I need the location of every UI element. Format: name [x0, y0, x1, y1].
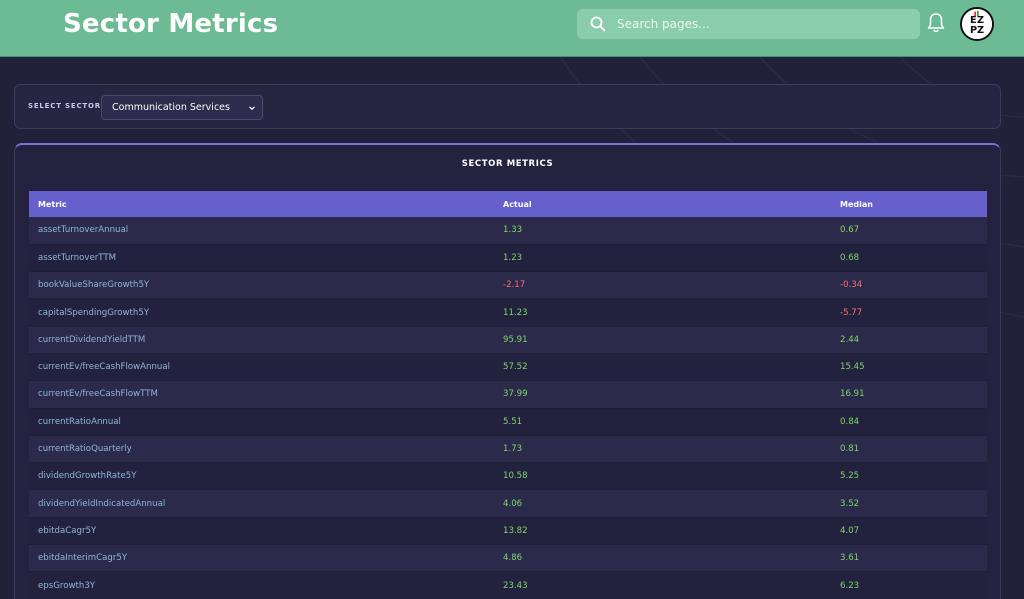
- median-cell: 0.81: [831, 435, 987, 464]
- svg-text:P: P: [970, 25, 977, 36]
- median-cell: 6.23: [831, 571, 987, 599]
- table-row: bookValueShareGrowth5Y -2.17 -0.34: [29, 271, 987, 300]
- ezpz-logo: E Z P Z: [962, 9, 992, 39]
- page-title: Sector Metrics: [63, 9, 279, 39]
- table-row: ebitdaCagr5Y 13.82 4.07: [29, 517, 987, 546]
- panel-title: SECTOR METRICS: [461, 159, 554, 169]
- svg-text:Z: Z: [977, 25, 984, 36]
- avatar[interactable]: E Z P Z: [960, 7, 994, 41]
- table-row: currentRatioAnnual 5.51 0.84: [29, 408, 987, 436]
- metric-cell: currentRatioQuarterly: [29, 435, 494, 464]
- metric-cell: dividendGrowthRate5Y: [29, 462, 494, 491]
- median-cell: 2.44: [831, 326, 987, 354]
- table-row: currentEv/freeCashFlowAnnual 57.52 15.45: [29, 353, 987, 382]
- actual-cell: 1.73: [494, 435, 831, 464]
- median-cell: 4.07: [831, 517, 987, 546]
- median-cell: 0.68: [831, 244, 987, 273]
- sector-dropdown[interactable]: Communication Services: [101, 95, 263, 120]
- chevron-down-icon: [249, 106, 255, 111]
- search-bar[interactable]: [577, 9, 920, 39]
- table-row: dividendGrowthRate5Y 10.58 5.25: [29, 462, 987, 491]
- svg-text:Z: Z: [977, 15, 984, 26]
- bell-icon[interactable]: [926, 12, 946, 34]
- median-cell: 0.84: [831, 408, 987, 436]
- column-header-metric: Metric: [29, 191, 494, 217]
- median-cell: 15.45: [831, 353, 987, 382]
- table-row: currentDividendYieldTTM 95.91 2.44: [29, 326, 987, 354]
- actual-cell: 4.86: [494, 544, 831, 573]
- table-header-row: Metric Actual Median: [29, 191, 987, 217]
- metric-cell: assetTurnoverTTM: [29, 244, 494, 273]
- metric-cell: ebitdaCagr5Y: [29, 517, 494, 546]
- metric-cell: epsGrowth3Y: [29, 571, 494, 599]
- actual-cell: 23.43: [494, 571, 831, 599]
- median-cell: 3.52: [831, 489, 987, 518]
- column-header-actual: Actual: [494, 191, 831, 217]
- table-row: capitalSpendingGrowth5Y 11.23 -5.77: [29, 298, 987, 327]
- top-bar: Sector Metrics E Z P Z: [0, 0, 1024, 57]
- table-row: currentEv/freeCashFlowTTM 37.99 16.91: [29, 380, 987, 409]
- median-cell: 0.67: [831, 217, 987, 245]
- table-row: dividendYieldIndicatedAnnual 4.06 3.52: [29, 489, 987, 518]
- select-sector-label: SELECT SECTOR: [28, 102, 101, 110]
- table-row: epsGrowth3Y 23.43 6.23: [29, 571, 987, 599]
- median-cell: 16.91: [831, 380, 987, 409]
- sector-selector-panel: SELECT SECTOR Communication Services: [14, 84, 1001, 129]
- sector-dropdown-value: Communication Services: [112, 102, 230, 113]
- metric-cell: capitalSpendingGrowth5Y: [29, 298, 494, 327]
- actual-cell: 13.82: [494, 517, 831, 546]
- actual-cell: 1.23: [494, 244, 831, 273]
- metric-cell: currentDividendYieldTTM: [29, 326, 494, 354]
- search-input[interactable]: [617, 9, 912, 39]
- table-row: assetTurnoverAnnual 1.33 0.67: [29, 217, 987, 245]
- metrics-table: Metric Actual Median assetTurnoverAnnual…: [29, 191, 987, 599]
- actual-cell: 1.33: [494, 217, 831, 245]
- sector-metrics-panel: SECTOR METRICS Metric Actual Median asse…: [14, 143, 1001, 599]
- median-cell: 5.25: [831, 462, 987, 491]
- metric-cell: currentEv/freeCashFlowTTM: [29, 380, 494, 409]
- metric-cell: currentRatioAnnual: [29, 408, 494, 436]
- median-cell: -5.77: [831, 298, 987, 327]
- actual-cell: 37.99: [494, 380, 831, 409]
- table-row: assetTurnoverTTM 1.23 0.68: [29, 244, 987, 273]
- svg-text:E: E: [970, 15, 977, 26]
- search-icon: [590, 16, 606, 32]
- metric-cell: dividendYieldIndicatedAnnual: [29, 489, 494, 518]
- actual-cell: 5.51: [494, 408, 831, 436]
- table-row: ebitdaInterimCagr5Y 4.86 3.61: [29, 544, 987, 573]
- actual-cell: 4.06: [494, 489, 831, 518]
- metric-cell: assetTurnoverAnnual: [29, 217, 494, 245]
- metrics-table-body: assetTurnoverAnnual 1.33 0.67 assetTurnover…: [29, 217, 987, 599]
- actual-cell: 57.52: [494, 353, 831, 382]
- actual-cell: 95.91: [494, 326, 831, 354]
- median-cell: 3.61: [831, 544, 987, 573]
- actual-cell: 10.58: [494, 462, 831, 491]
- metric-cell: ebitdaInterimCagr5Y: [29, 544, 494, 573]
- actual-cell: -2.17: [494, 271, 831, 300]
- median-cell: -0.34: [831, 271, 987, 300]
- table-row: currentRatioQuarterly 1.73 0.81: [29, 435, 987, 464]
- metric-cell: bookValueShareGrowth5Y: [29, 271, 494, 300]
- metric-cell: currentEv/freeCashFlowAnnual: [29, 353, 494, 382]
- column-header-median: Median: [831, 191, 987, 217]
- actual-cell: 11.23: [494, 298, 831, 327]
